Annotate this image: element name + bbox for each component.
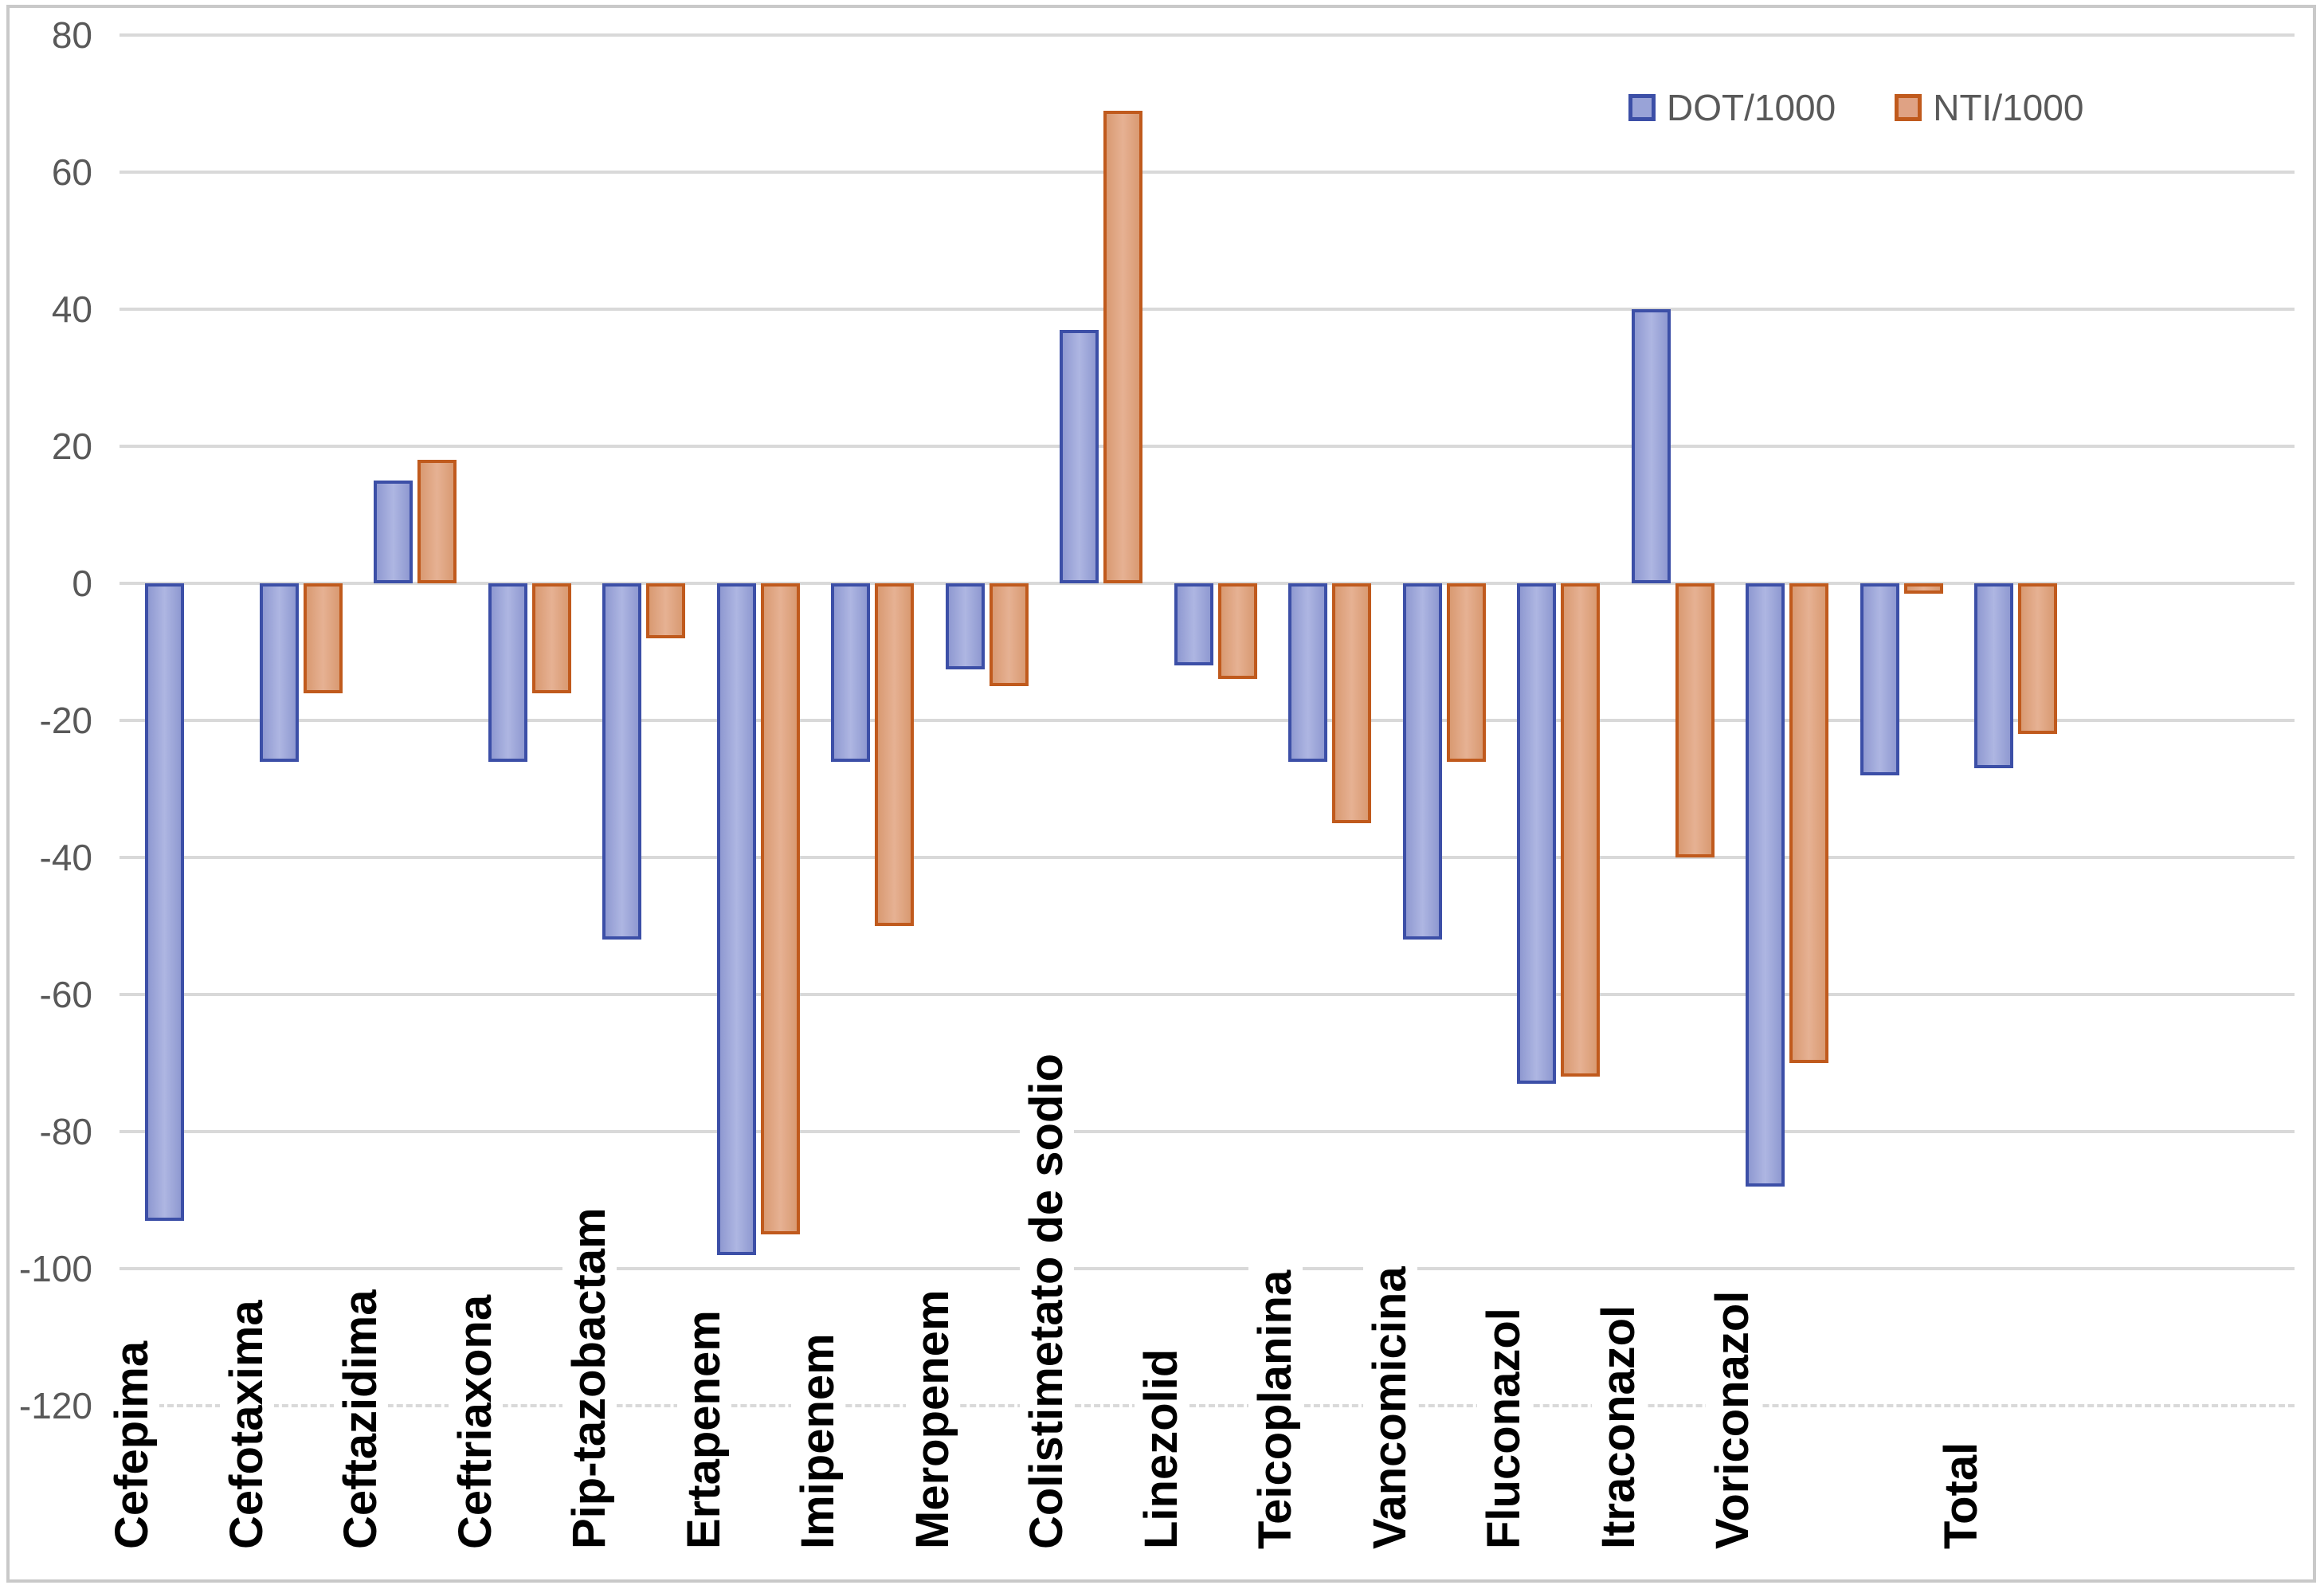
y-tick-label-20: 20 <box>51 426 92 467</box>
dot-bar-imipenem <box>831 583 870 762</box>
nti-bar-unlabeled <box>1903 583 1943 594</box>
dot-bar-colistimetato-de-sodio <box>1060 329 1099 583</box>
y-tick-label-0: 0 <box>72 563 92 604</box>
gridline--20 <box>120 719 2295 722</box>
gridline-60 <box>120 171 2295 174</box>
y-tick-label-40: 40 <box>51 288 92 330</box>
dot-bar-total <box>1974 583 2013 769</box>
category-label-voriconazol: Voriconazol <box>1706 1279 1760 1560</box>
category-label-meropenem: Meropenem <box>905 1278 960 1560</box>
nti-bar-imipenem <box>875 583 914 926</box>
category-label-fluconazol: Fluconazol <box>1477 1297 1531 1560</box>
y-tick-label--120: -120 <box>18 1385 92 1426</box>
gridline--40 <box>120 856 2295 859</box>
chart-frame <box>6 5 2316 1583</box>
dot-bar-unlabeled <box>1860 583 1899 775</box>
nti-bar-colistimetato-de-sodio <box>1103 110 1142 583</box>
category-label-ertapenem: Ertapenem <box>676 1299 731 1560</box>
nti-bar-meropenem <box>989 583 1029 686</box>
y-tick-label--80: -80 <box>39 1111 92 1152</box>
dot-bar-ceftriaxona <box>488 583 527 762</box>
legend-label-nti: NTI/1000 <box>1933 87 2084 128</box>
dot-bar-teicoplanina <box>1288 583 1327 762</box>
category-label-ceftazidima: Ceftazidima <box>334 1278 388 1560</box>
legend-item-nti: NTI/1000 <box>1895 89 2083 126</box>
dot-bar-itraconazol <box>1631 309 1671 583</box>
y-tick-label--20: -20 <box>39 700 92 741</box>
dot-bar-vancomicina <box>1402 583 1442 940</box>
legend-label-dot: DOT/1000 <box>1667 87 1836 128</box>
category-label-linezolid: Linezolid <box>1134 1337 1189 1560</box>
nti-bar-teicoplanina <box>1332 583 1371 823</box>
gridline--80 <box>120 1130 2295 1133</box>
dot-bar-ceftazidima <box>374 481 413 583</box>
nti-bar-ceftriaxona <box>531 583 571 693</box>
gridline--60 <box>120 993 2295 996</box>
dot-series-swatch-icon <box>1628 94 1656 121</box>
nti-bar-total <box>2018 583 2057 735</box>
nti-bar-vancomicina <box>1446 583 1486 762</box>
legend: DOT/1000 NTI/1000 <box>1628 89 2083 126</box>
y-tick-label--40: -40 <box>39 837 92 878</box>
nti-series-swatch-icon <box>1895 94 1922 121</box>
category-label-vancomicina: Vancomicina <box>1362 1255 1417 1560</box>
dot-bar-cefepima <box>145 583 184 1221</box>
category-label-teicoplanina: Teicoplanina <box>1248 1258 1303 1560</box>
gridline-20 <box>120 445 2295 448</box>
dot-bar-linezolid <box>1174 583 1213 666</box>
nti-bar-pip-tazobactam <box>646 583 685 638</box>
nti-bar-ertapenem <box>760 583 800 1234</box>
nti-bar-cefotaxima <box>303 583 343 693</box>
y-tick-label--60: -60 <box>39 974 92 1015</box>
y-tick-label-80: 80 <box>51 14 92 56</box>
dot-bar-meropenem <box>945 583 985 669</box>
nti-bar-fluconazol <box>1561 583 1600 1077</box>
category-label-ceftriaxona: Ceftriaxona <box>448 1283 503 1560</box>
gridline-40 <box>120 308 2295 311</box>
dot-bar-pip-tazobactam <box>602 583 641 940</box>
dot-bar-ertapenem <box>716 583 756 1255</box>
y-tick-label--100: -100 <box>18 1248 92 1289</box>
y-tick-label-60: 60 <box>51 151 92 193</box>
category-label-pip-tazobactam: Pip-tazobactam <box>562 1196 617 1560</box>
category-label-total: Total <box>1934 1430 1989 1560</box>
gridline--100 <box>120 1267 2295 1270</box>
dot-bar-fluconazol <box>1517 583 1556 1084</box>
category-label-cefepima: Cefepima <box>105 1329 159 1560</box>
nti-bar-ceftazidima <box>417 460 457 583</box>
nti-bar-itraconazol <box>1675 583 1715 857</box>
nti-bar-voriconazol <box>1789 583 1828 1063</box>
dot-bar-cefotaxima <box>259 583 299 762</box>
category-label-cefotaxima: Cefotaxima <box>219 1289 274 1560</box>
gridline--120 <box>120 1404 2295 1407</box>
gridline-80 <box>120 33 2295 37</box>
category-label-colistimetato-de-sodio: Colistimetato de sodio <box>1020 1042 1074 1560</box>
dot-bar-voriconazol <box>1746 583 1785 1187</box>
category-label-imipenem: Imipenem <box>791 1322 845 1560</box>
category-label-itraconazol: Itraconazol <box>1591 1293 1646 1560</box>
legend-item-dot: DOT/1000 <box>1628 89 1836 126</box>
nti-bar-linezolid <box>1217 583 1257 680</box>
